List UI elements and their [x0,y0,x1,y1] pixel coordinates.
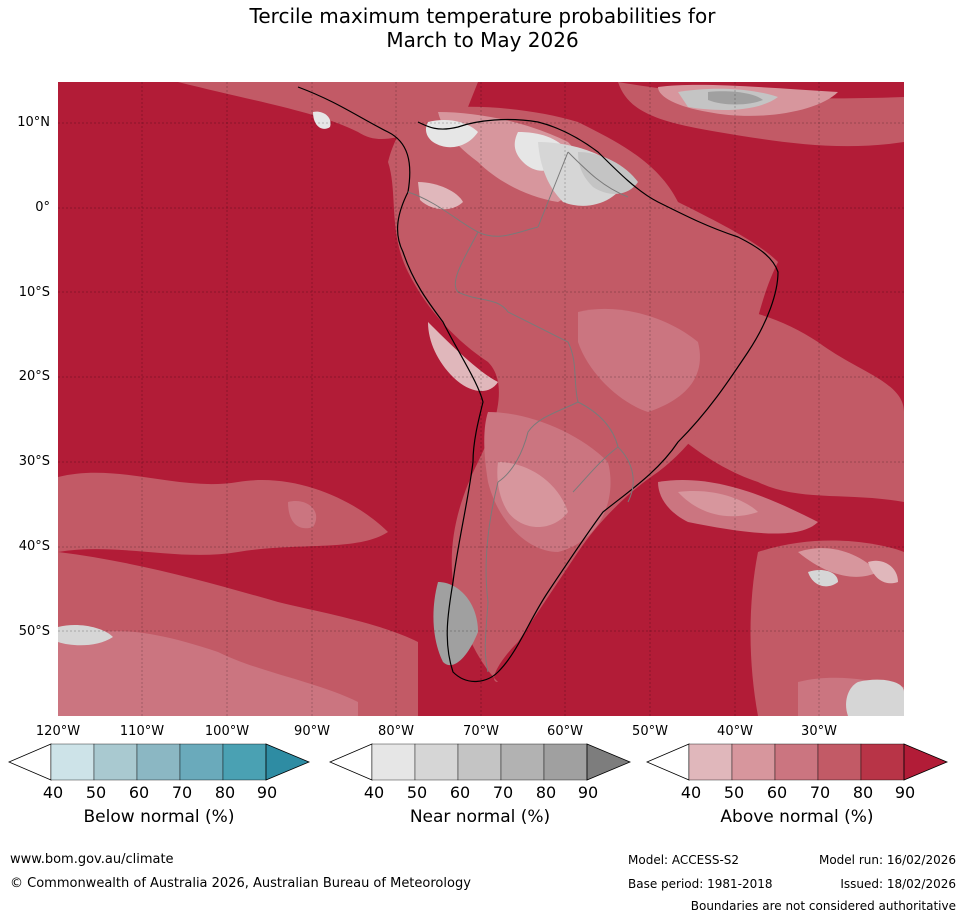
above-colorbar-low-extend [646,743,690,781]
model-run-text: Model run: 16/02/2026 [818,853,956,867]
near-tick: 70 [492,783,514,802]
copyright-text: © Commonwealth of Australia 2026, Austra… [10,876,471,891]
continent-shading [58,88,904,716]
below-tick: 40 [42,783,64,802]
above-colorbar-swatch [774,743,819,781]
below-colorbar-swatch [50,743,95,781]
near-colorbar-swatch [371,743,416,781]
near-tick: 90 [577,783,599,802]
lon-label: 60°W [547,724,583,739]
above-tick: 80 [852,783,874,802]
above-colorbar-swatch [817,743,862,781]
above-tick: 40 [680,783,702,802]
issued-text: Issued: 18/02/2026 [840,877,956,891]
map-canvas [58,82,904,716]
above-tick: 60 [766,783,788,802]
lat-label: 30°S [18,454,50,469]
near-colorbar-low-extend [329,743,373,781]
lat-label: 10°S [18,285,50,300]
lat-label: 50°S [18,624,50,639]
near-tick: 50 [406,783,428,802]
title-line-1: Tercile maximum temperature probabilitie… [249,4,716,28]
country-borders [407,151,634,673]
lon-label: 50°W [632,724,668,739]
model-text: Model: ACCESS-S2 [628,853,740,867]
website-link[interactable]: www.bom.gov.au/climate [10,852,174,867]
below-normal-title: Below normal (%) [83,807,235,827]
title-line-2: March to May 2026 [386,28,579,52]
below-tick: 80 [214,783,236,802]
below-normal-colorbar [8,743,310,781]
lon-label: 30°W [801,724,837,739]
near-normal-colorbar [329,743,631,781]
near-tick: 60 [449,783,471,802]
above-normal-patches [58,82,904,716]
below-colorbar-swatch [179,743,224,781]
near-colorbar-swatch [414,743,459,781]
above-normal-colorbar [646,743,948,781]
lon-label: 70°W [463,724,499,739]
lon-label: 110°W [119,724,165,739]
above-tick: 90 [894,783,916,802]
below-tick: 90 [256,783,278,802]
lon-label: 40°W [717,724,753,739]
lon-label: 120°W [35,724,81,739]
above-tick: 70 [809,783,831,802]
base-period-text: Base period: 1981-2018 [628,877,773,891]
below-tick: 70 [171,783,193,802]
above-normal-title: Above normal (%) [720,807,874,827]
below-colorbar-low-extend [8,743,52,781]
above-colorbar-swatch [860,743,905,781]
above-colorbar-high-extend [903,743,948,781]
near-colorbar-swatch [457,743,502,781]
forecast-map [58,82,904,716]
near-tick: 40 [363,783,385,802]
lat-label: 20°S [18,369,50,384]
lat-label: 40°S [18,539,50,554]
below-colorbar-high-extend [265,743,310,781]
near-tick: 80 [535,783,557,802]
below-tick: 60 [128,783,150,802]
below-colorbar-swatch [93,743,138,781]
near-normal-title: Near normal (%) [409,807,551,827]
map-title: Tercile maximum temperature probabilitie… [0,4,965,52]
above-colorbar-swatch [731,743,776,781]
lat-label: 10°N [17,115,50,130]
below-tick: 50 [85,783,107,802]
lon-label: 100°W [204,724,250,739]
below-colorbar-swatch [222,743,267,781]
above-colorbar-swatch [688,743,733,781]
below-colorbar-swatch [136,743,181,781]
lon-label: 80°W [378,724,414,739]
graticule [58,82,904,716]
near-colorbar-swatch [543,743,588,781]
coastline [297,86,779,682]
near-colorbar-high-extend [586,743,631,781]
near-colorbar-swatch [500,743,545,781]
lon-label: 90°W [294,724,330,739]
lat-label: 0° [35,200,50,215]
above-tick: 50 [723,783,745,802]
disclaimer-text: Boundaries are not considered authoritat… [690,899,956,913]
